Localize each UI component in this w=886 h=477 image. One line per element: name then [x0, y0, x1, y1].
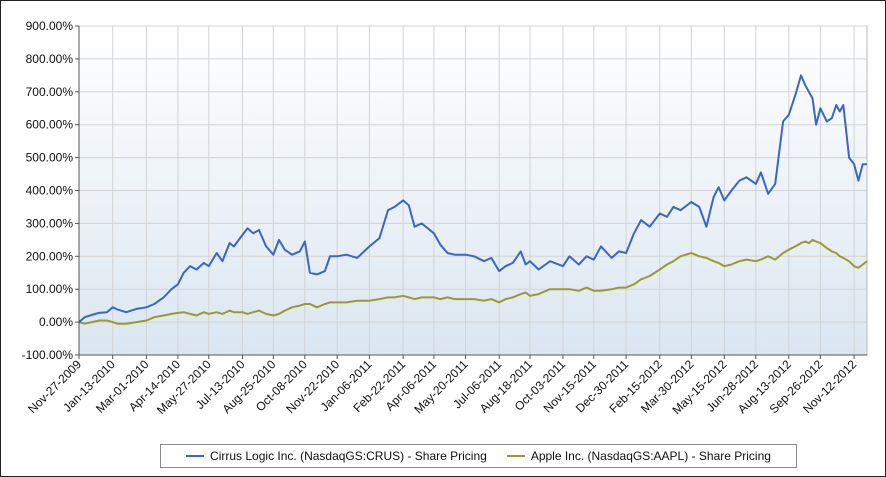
series-line-aapl [78, 238, 868, 325]
y-tick-label: 0.00% [39, 315, 73, 329]
series-line-crus [78, 74, 867, 323]
y-tick-label: 100.00% [26, 282, 74, 296]
legend-swatch-crus [186, 455, 205, 457]
y-tick-label: 200.00% [26, 249, 74, 263]
y-tick-label: 300.00% [26, 216, 74, 230]
y-tick-label: 900.00% [26, 19, 74, 33]
y-tick-label: -100.00% [22, 348, 74, 362]
y-tick-label: 800.00% [26, 52, 74, 66]
legend-label-aapl: Apple Inc. (NasdaqGS:AAPL) - Share Prici… [530, 449, 771, 463]
legend-entry-crus: Cirrus Logic Inc. (NasdaqGS:CRUS) - Shar… [186, 449, 487, 463]
chart-legend: Cirrus Logic Inc. (NasdaqGS:CRUS) - Shar… [160, 444, 797, 468]
x-axis-ticks: Nov-27-2009Jan-13-2010Mar-01-2010Apr-14-… [25, 355, 859, 417]
y-tick-label: 700.00% [26, 85, 74, 99]
legend-entry-aapl: Apple Inc. (NasdaqGS:AAPL) - Share Prici… [506, 449, 771, 463]
legend-swatch-aapl [506, 455, 525, 457]
legend-label-crus: Cirrus Logic Inc. (NasdaqGS:CRUS) - Shar… [210, 449, 487, 463]
y-tick-label: 600.00% [26, 118, 74, 132]
y-tick-label: 400.00% [26, 184, 74, 198]
y-tick-label: 500.00% [26, 151, 74, 165]
series-layer [78, 74, 868, 325]
y-axis-ticks: -100.00% 0.00% 100.00% 200.00% 300.00% 400.00… [22, 19, 79, 362]
